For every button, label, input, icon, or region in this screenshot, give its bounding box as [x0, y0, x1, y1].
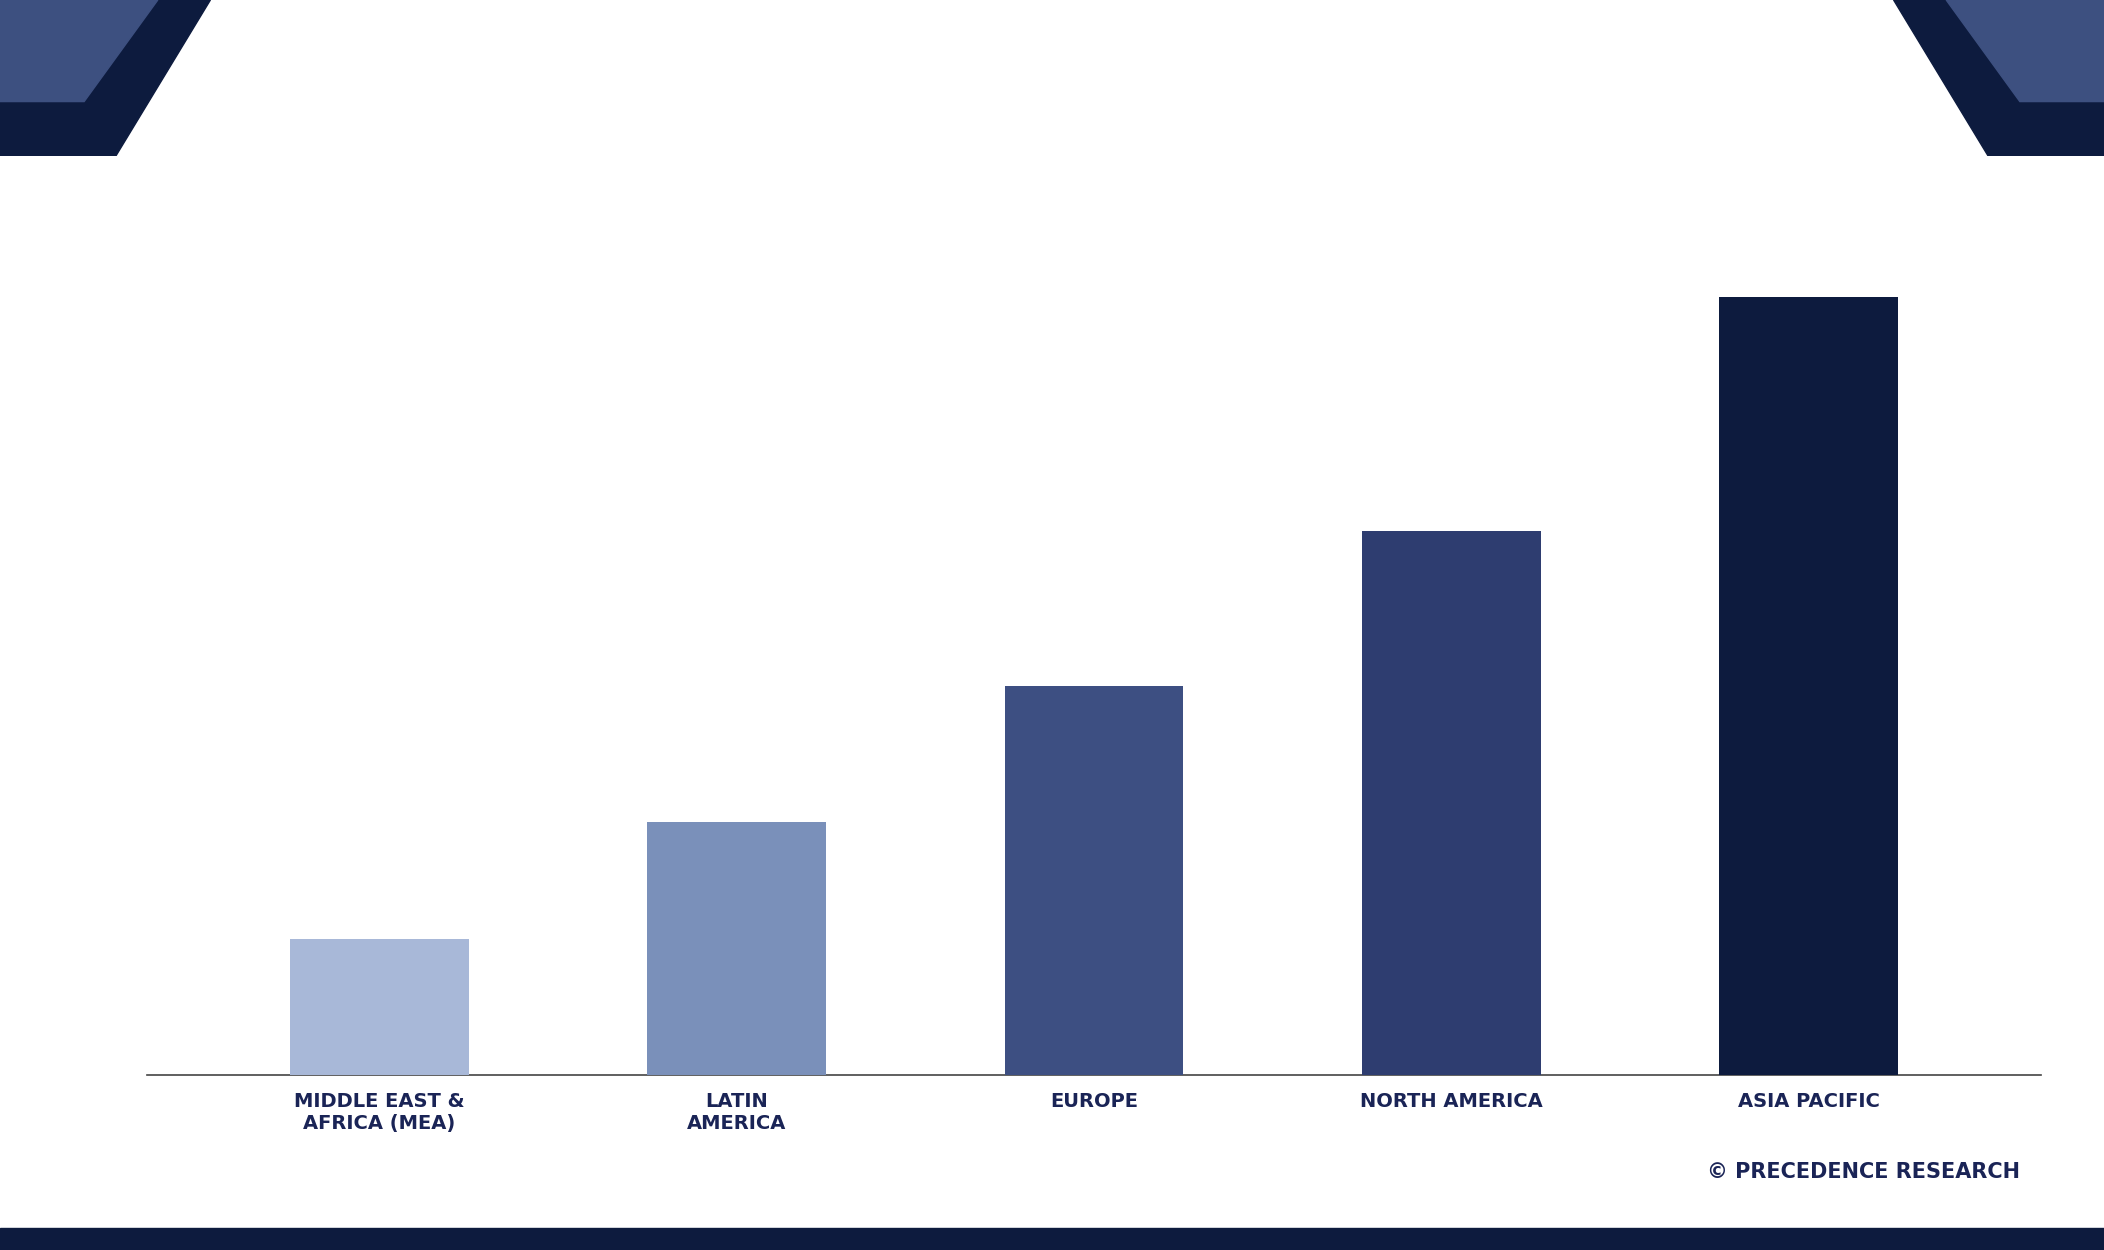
Polygon shape: [1946, 0, 2104, 101]
Bar: [290, 939, 469, 1075]
Text: DISTRIBUTED GENERATION MARKET SHARE, BY REGION, 2020 (%): DISTRIBUTED GENERATION MARKET SHARE, BY …: [436, 61, 1668, 95]
Polygon shape: [0, 1228, 2104, 1250]
Bar: [1719, 298, 1898, 1075]
Bar: [1361, 530, 1540, 1075]
Polygon shape: [0, 0, 158, 101]
Polygon shape: [0, 0, 210, 156]
Text: © PRECEDENCE RESEARCH: © PRECEDENCE RESEARCH: [1706, 1162, 2020, 1182]
Bar: [1006, 686, 1182, 1075]
Polygon shape: [1894, 0, 2104, 156]
Bar: [648, 822, 827, 1075]
